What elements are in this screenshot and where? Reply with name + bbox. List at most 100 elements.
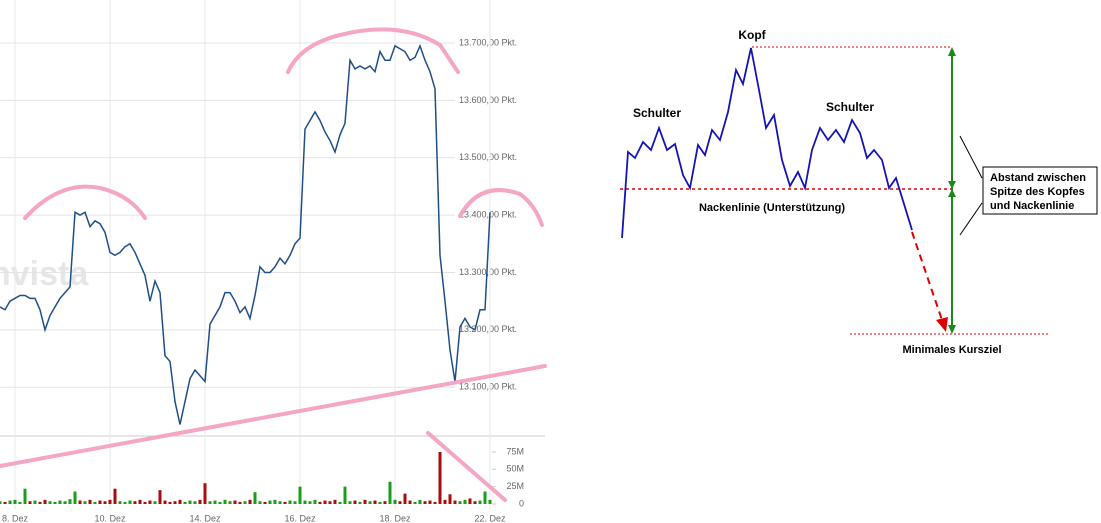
volume-bar (53, 501, 57, 504)
y-tick-label: 25M (506, 481, 524, 491)
volume-bar (328, 501, 332, 504)
projection-arrow (911, 231, 943, 321)
volume-bar (0, 501, 2, 504)
volume-bar (178, 499, 182, 504)
price-line (0, 43, 491, 425)
volume-bar (23, 488, 27, 504)
volume-bar (63, 501, 67, 504)
volume-bar (363, 499, 367, 504)
volume-bar (458, 501, 462, 504)
volume-bar (233, 500, 237, 504)
annotations (0, 27, 547, 502)
volume-bar (193, 501, 197, 504)
volume-bar (308, 501, 312, 504)
volume-bar (293, 501, 297, 504)
volume-bar (238, 501, 242, 504)
x-tick-label: 8. Dez (2, 513, 29, 523)
volume-bar (103, 501, 107, 504)
volume-bar (168, 501, 172, 504)
volume-bar (203, 483, 207, 504)
volume-bar (368, 501, 372, 504)
shoulder-label: Schulter (633, 106, 681, 120)
y-tick-label: 13.100,00 Pkt. (459, 382, 517, 392)
y-tick-label: 13.600,00 Pkt. (459, 95, 517, 105)
x-tick-label: 18. Dez (379, 513, 411, 523)
volume-bar (478, 500, 482, 504)
volume-bar (463, 499, 467, 504)
volume-bar (383, 501, 387, 504)
volume-bar (378, 501, 382, 504)
pointer (959, 202, 983, 236)
volume-bar (18, 501, 22, 504)
volume-bar (143, 501, 147, 504)
volume-bar (348, 501, 352, 504)
volume-bar (213, 500, 217, 504)
volume-bar (283, 501, 287, 504)
volume-bar (273, 499, 277, 504)
price-pattern (621, 47, 913, 239)
volume-bar (403, 493, 407, 504)
volume-bar (113, 488, 117, 504)
volume-bar (393, 499, 397, 504)
watermark: nvista (0, 255, 89, 293)
volume-bar (338, 501, 342, 504)
y-tick-label: 13.300,00 Pkt. (459, 267, 517, 277)
volume-bar (313, 499, 317, 504)
volume-bar (453, 500, 457, 504)
target-label: Minimales Kursziel (902, 344, 1001, 356)
volume-bar (223, 499, 227, 504)
volume-bar (48, 501, 52, 504)
arrow-head (948, 189, 956, 197)
volume-bar (33, 500, 37, 504)
volume-bar (343, 486, 347, 504)
arrow-head (948, 181, 956, 189)
volume-bar (323, 500, 327, 504)
volume-bar (373, 500, 377, 504)
y-tick-label: 13.700,00 Pkt. (459, 37, 517, 47)
y-tick-label: 50M (506, 464, 524, 474)
volume-bar (423, 501, 427, 504)
volume-bar (438, 451, 442, 504)
volume-bar (133, 501, 137, 504)
neckline-label: Nackenlinie (Unterstützung) (699, 202, 845, 214)
note-line: Abstand zwischen (990, 172, 1086, 184)
volume-bar (318, 501, 322, 504)
volume-bar (418, 499, 422, 504)
volume-bar (123, 501, 127, 504)
volume-bar (408, 500, 412, 504)
volume-bar (153, 501, 157, 504)
pointer (959, 135, 983, 179)
arrow-head (948, 325, 956, 334)
volume-bar (38, 501, 42, 504)
volume-bar (278, 501, 282, 504)
y-tick-label: 13.500,00 Pkt. (459, 152, 517, 162)
x-tick-label: 16. Dez (284, 513, 316, 523)
pattern-diagram: Kopf Schulter Schulter Nackenlinie (Unte… (620, 28, 1098, 356)
x-tick-label: 10. Dez (94, 513, 126, 523)
volume-bar (163, 500, 167, 504)
volume-bar (188, 500, 192, 504)
volume-bar (173, 501, 177, 504)
note-box (982, 166, 1098, 215)
note-line: und Nackenlinie (990, 200, 1074, 212)
volume-bar (473, 501, 477, 504)
volume-bar (488, 499, 492, 504)
arrow-head (948, 47, 956, 56)
price-chart: 13.100,00 Pkt. 13.200,00 Pkt. 13.300,00 Pk… (0, 0, 524, 523)
volume-bar (218, 501, 222, 504)
volume-bar (248, 499, 252, 504)
volume-bar (78, 500, 82, 504)
volume-bar (68, 499, 72, 504)
head-label: Kopf (738, 28, 766, 42)
volume-bar (158, 490, 162, 504)
volume-bar (413, 501, 417, 504)
volume-bar (98, 500, 102, 504)
volume-bar (303, 500, 307, 504)
y-tick-label: 13.400,00 Pkt. (459, 210, 517, 220)
volume-bar (468, 498, 472, 504)
volume-bar (3, 501, 7, 504)
volume-bar (298, 486, 302, 504)
volume-bar (58, 500, 62, 504)
volume-bar (398, 501, 402, 504)
